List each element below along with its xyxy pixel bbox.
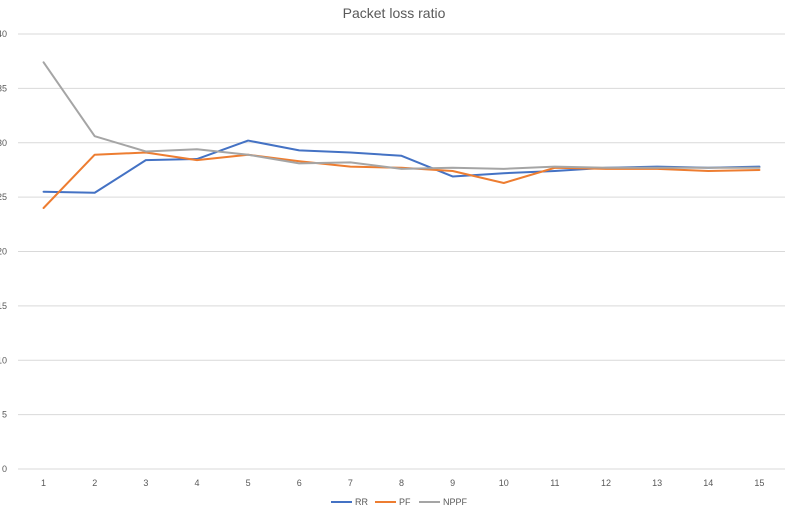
x-tick-label: 12: [601, 478, 611, 488]
legend-item-rr: RR: [331, 497, 368, 507]
y-tick-label: 25: [0, 192, 7, 202]
series-line-rr: [42, 139, 761, 194]
x-tick-label: 10: [499, 478, 509, 488]
x-tick-label: 11: [550, 478, 559, 488]
series-lines: [42, 61, 761, 209]
x-tick-label: 1: [41, 478, 46, 488]
y-tick-label: 30: [0, 138, 7, 148]
gridlines: [18, 33, 785, 470]
series-line-nppf: [42, 61, 761, 170]
legend-label: PF: [399, 497, 411, 507]
x-tick-label: 7: [348, 478, 353, 488]
x-tick-label: 8: [399, 478, 404, 488]
chart-title: Packet loss ratio: [343, 5, 446, 21]
y-tick-label: 40: [0, 29, 7, 39]
x-tick-label: 13: [652, 478, 662, 488]
x-tick-label: 5: [246, 478, 251, 488]
x-axis-ticks: 1 2 3 4 5 6 7 8 9 10 11 12 13 14 15: [41, 478, 764, 488]
y-tick-label: 20: [0, 247, 7, 257]
x-tick-label: 6: [297, 478, 302, 488]
legend-item-pf: PF: [375, 497, 411, 507]
y-tick-label: 15: [0, 301, 7, 311]
y-tick-label: 10: [0, 355, 7, 365]
x-tick-label: 3: [143, 478, 148, 488]
y-tick-label: 35: [0, 83, 7, 93]
x-tick-label: 15: [754, 478, 764, 488]
x-tick-label: 9: [450, 478, 455, 488]
series-line-pf: [42, 151, 761, 209]
x-tick-label: 14: [703, 478, 713, 488]
y-axis-ticks: 0 5 10 15 20 25 30 35 40: [0, 29, 7, 474]
y-tick-label: 0: [2, 464, 7, 474]
x-tick-label: 4: [194, 478, 199, 488]
legend-label: RR: [355, 497, 368, 507]
legend: RR PF NPPF: [331, 497, 468, 507]
x-tick-label: 2: [92, 478, 97, 488]
legend-item-nppf: NPPF: [419, 497, 468, 507]
y-tick-label: 5: [2, 410, 7, 420]
legend-label: NPPF: [443, 497, 468, 507]
